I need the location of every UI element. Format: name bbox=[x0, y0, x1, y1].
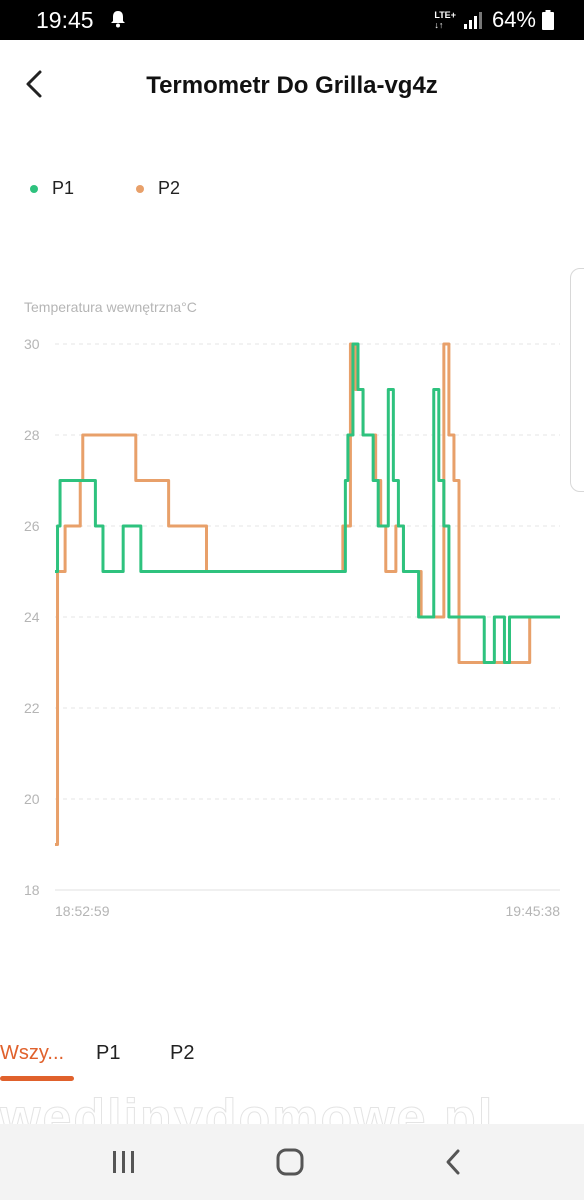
probe-tabs: Wszy... P1 P2 bbox=[0, 1038, 584, 1088]
y-tick-label-30: 30 bbox=[24, 336, 40, 352]
status-time: 19:45 bbox=[36, 7, 94, 33]
signal-icon bbox=[463, 12, 482, 29]
chart-legend: P1 P2 bbox=[30, 178, 242, 199]
y-tick-label-26: 26 bbox=[24, 518, 40, 534]
battery-icon bbox=[542, 10, 554, 30]
temperature-chart-area: Temperatura wewnętrzna°C 18 20 22 24 26 28 30 18… bbox=[0, 290, 584, 930]
home-icon bbox=[276, 1148, 304, 1176]
tab-p2[interactable]: P2 bbox=[170, 1042, 195, 1064]
legend-label-p2: P2 bbox=[158, 178, 181, 198]
legend-item-p1[interactable]: P1 bbox=[30, 178, 74, 199]
recent-apps-icon bbox=[113, 1151, 134, 1173]
tab-all[interactable]: Wszy... bbox=[0, 1042, 65, 1064]
back-nav-button[interactable] bbox=[436, 1146, 472, 1178]
legend-label-p1: P1 bbox=[52, 178, 75, 198]
back-button[interactable] bbox=[14, 64, 54, 104]
x-tick-label-end: 19:45:38 bbox=[506, 903, 561, 919]
side-drawer-handle[interactable] bbox=[570, 268, 584, 492]
recent-apps-button[interactable] bbox=[106, 1146, 142, 1178]
network-indicator: LTE+ ↓↑ bbox=[434, 10, 456, 30]
legend-dot-p1 bbox=[30, 184, 38, 193]
y-tick-label-24: 24 bbox=[24, 609, 40, 625]
notification-bell-icon bbox=[111, 11, 125, 28]
legend-dot-p2 bbox=[136, 184, 145, 193]
y-tick-label-22: 22 bbox=[24, 700, 40, 716]
series-line-p2 bbox=[55, 342, 560, 846]
x-tick-label-start: 18:52:59 bbox=[55, 903, 110, 919]
active-tab-indicator bbox=[0, 1076, 74, 1081]
home-button[interactable] bbox=[272, 1146, 308, 1178]
legend-item-p2[interactable]: P2 bbox=[136, 178, 180, 199]
status-right: LTE+ ↓↑ 64% bbox=[434, 7, 554, 33]
y-tick-label-18: 18 bbox=[24, 882, 40, 898]
status-bar: 19:45 LTE+ ↓↑ 64% bbox=[0, 0, 584, 40]
app-header: Termometr Do Grilla-vg4z bbox=[0, 40, 584, 132]
page-title: Termometr Do Grilla-vg4z bbox=[146, 72, 438, 99]
system-nav-bar bbox=[0, 1124, 584, 1200]
temperature-chart[interactable]: Temperatura wewnętrzna°C 18 20 22 24 26 28 30 18… bbox=[0, 290, 584, 930]
chevron-left-icon bbox=[26, 70, 42, 98]
tab-p1[interactable]: P1 bbox=[96, 1042, 121, 1064]
back-nav-icon bbox=[446, 1149, 460, 1175]
series-line-p1 bbox=[55, 342, 560, 664]
y-tick-label-20: 20 bbox=[24, 791, 40, 807]
battery-percent: 64% bbox=[491, 7, 536, 32]
y-axis-title: Temperatura wewnętrzna°C bbox=[24, 299, 197, 315]
y-tick-label-28: 28 bbox=[24, 427, 40, 443]
